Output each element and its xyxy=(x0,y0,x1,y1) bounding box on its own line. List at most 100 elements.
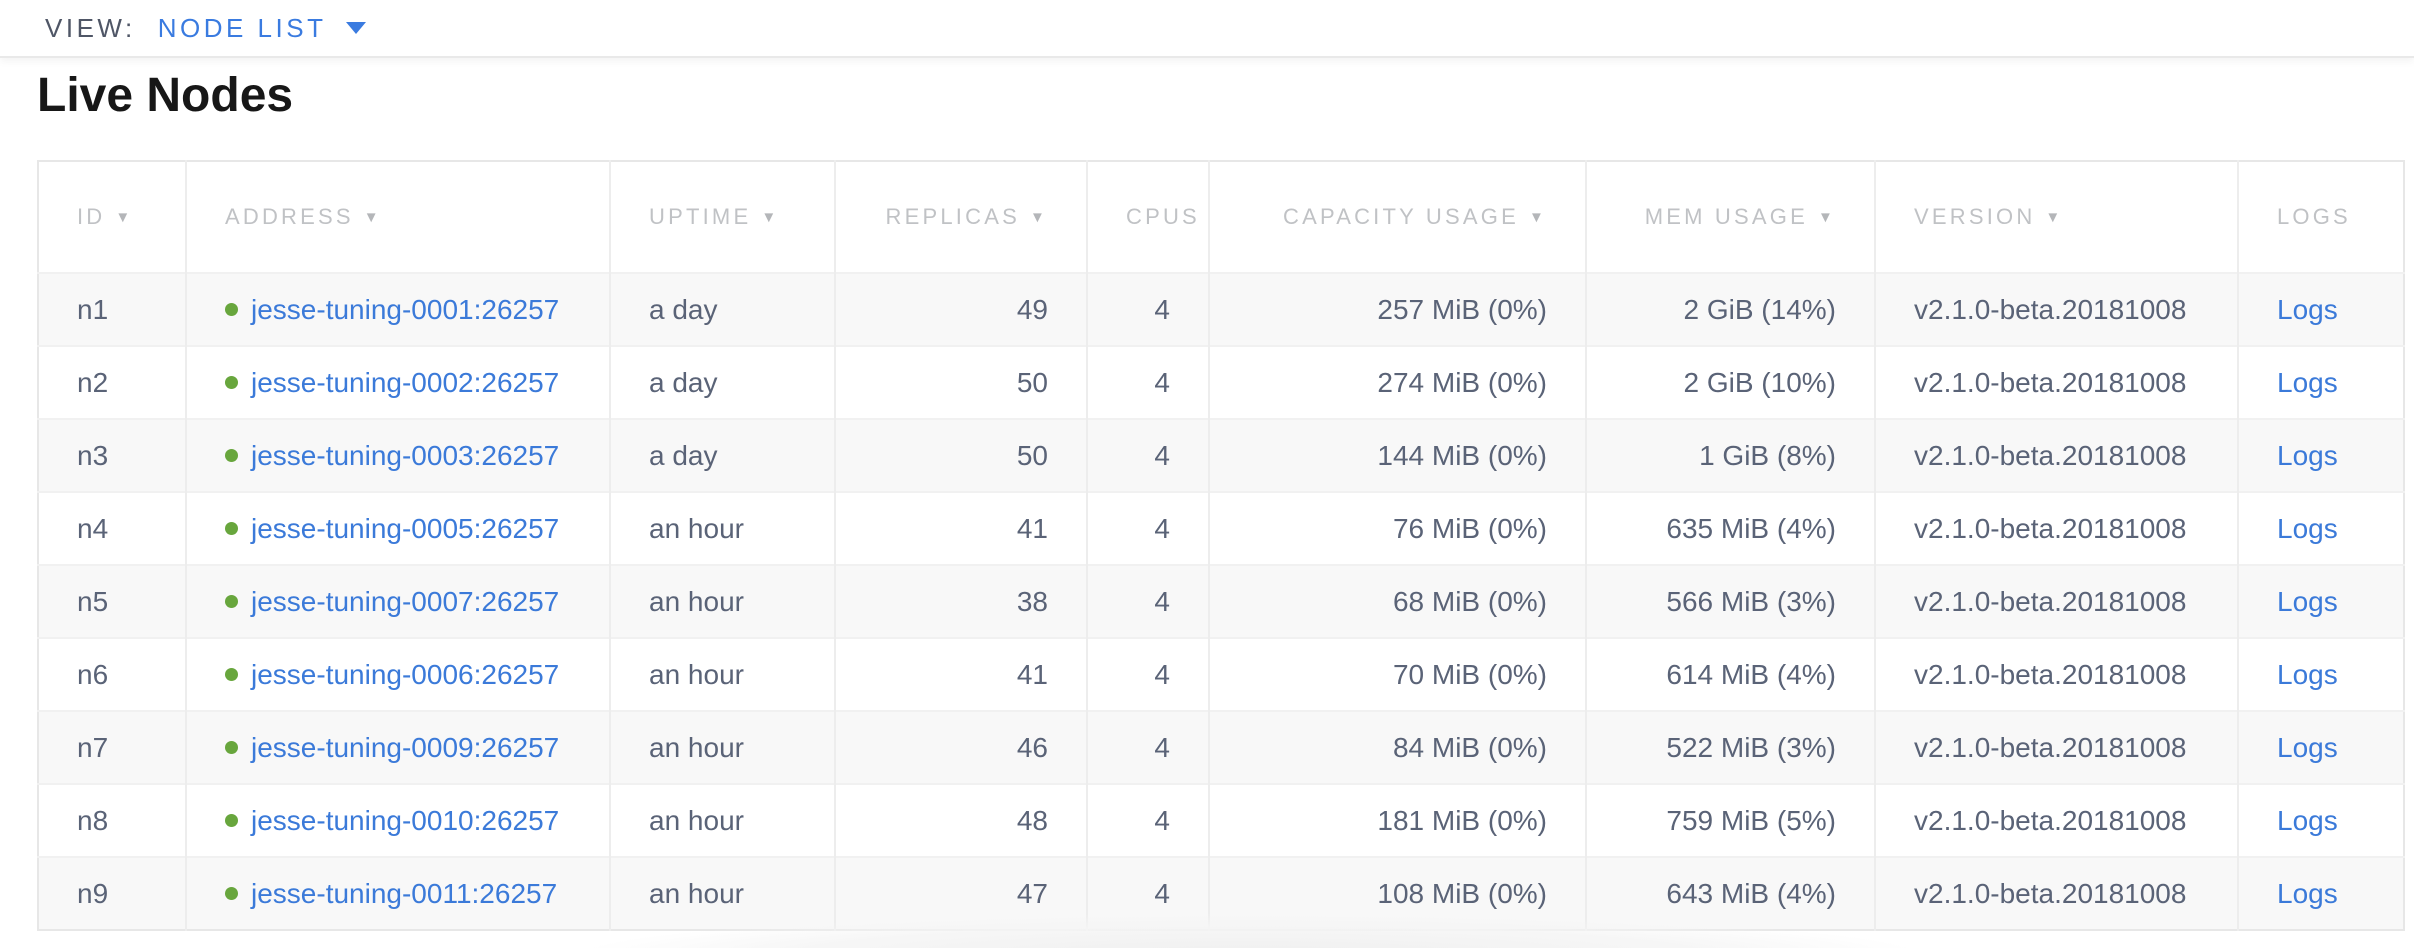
cell-uptime: an hour xyxy=(609,637,835,711)
page-title: Live Nodes xyxy=(37,69,294,122)
cell-replicas: 38 xyxy=(834,564,1087,638)
node-status-live-icon xyxy=(225,448,238,462)
sort-desc-icon: ▼ xyxy=(761,209,780,226)
cell-replicas: 47 xyxy=(834,856,1087,930)
column-header-replicas[interactable]: REPLICAS ▼ xyxy=(834,161,1087,273)
table-row-n2: n2 jesse-tuning-0002:26257 a day 50 4 274 MiB… xyxy=(38,345,2404,419)
node-logs-link[interactable]: Logs xyxy=(2277,804,2338,836)
cell-cpus: 4 xyxy=(1086,564,1209,638)
table-header: ID ▼ ADDRESS ▼ UPTIME ▼ REPLICAS ▼ CPUS CAPACITY … xyxy=(38,161,2404,273)
node-status-live-icon xyxy=(225,667,238,681)
column-label-replicas: REPLICAS xyxy=(885,204,1020,229)
node-logs-link[interactable]: Logs xyxy=(2277,585,2338,617)
column-header-uptime[interactable]: UPTIME ▼ xyxy=(609,161,835,273)
cell-logs: Logs xyxy=(2237,564,2404,638)
column-header-mem[interactable]: MEM USAGE ▼ xyxy=(1585,161,1875,273)
node-address-link[interactable]: jesse-tuning-0003:26257 xyxy=(251,439,560,471)
view-selector-value: NODE LIST xyxy=(157,12,327,43)
node-logs-link[interactable]: Logs xyxy=(2277,658,2338,690)
node-address-link[interactable]: jesse-tuning-0010:26257 xyxy=(251,804,560,836)
table-row-n7: n7 jesse-tuning-0009:26257 an hour 46 4 84 Mi… xyxy=(38,710,2404,784)
cell-address: jesse-tuning-0003:26257 xyxy=(185,418,610,492)
view-selector-dropdown[interactable]: NODE LIST xyxy=(158,13,367,44)
table-row-n9: n9 jesse-tuning-0011:26257 an hour 47 4 108 M… xyxy=(38,856,2404,930)
table-row-n5: n5 jesse-tuning-0007:26257 an hour 38 4 68 Mi… xyxy=(38,564,2404,638)
node-logs-link[interactable]: Logs xyxy=(2277,512,2338,544)
cell-capacity: 181 MiB (0%) xyxy=(1208,783,1586,857)
cell-cpus: 4 xyxy=(1086,710,1209,784)
cell-address: jesse-tuning-0005:26257 xyxy=(185,491,610,565)
node-address-link[interactable]: jesse-tuning-0006:26257 xyxy=(251,658,560,690)
column-label-id: ID xyxy=(77,204,106,229)
cell-version: v2.1.0-beta.20181008 xyxy=(1874,564,2238,638)
column-header-capacity[interactable]: CAPACITY USAGE ▼ xyxy=(1208,161,1586,273)
cell-address: jesse-tuning-0010:26257 xyxy=(185,783,610,857)
cell-id: n4 xyxy=(38,491,186,565)
cell-version: v2.1.0-beta.20181008 xyxy=(1874,637,2238,711)
cell-logs: Logs xyxy=(2237,710,2404,784)
cell-uptime: an hour xyxy=(609,491,835,565)
cell-replicas: 46 xyxy=(834,710,1087,784)
cell-id: n5 xyxy=(38,564,186,638)
cell-mem: 2 GiB (10%) xyxy=(1585,345,1875,419)
cell-capacity: 68 MiB (0%) xyxy=(1208,564,1586,638)
cell-id: n6 xyxy=(38,637,186,711)
cell-logs: Logs xyxy=(2237,491,2404,565)
cell-capacity: 144 MiB (0%) xyxy=(1208,418,1586,492)
cell-mem: 566 MiB (3%) xyxy=(1585,564,1875,638)
cell-uptime: an hour xyxy=(609,856,835,930)
cell-uptime: a day xyxy=(609,272,835,346)
node-logs-link[interactable]: Logs xyxy=(2277,877,2338,909)
column-header-logs: LOGS xyxy=(2237,161,2404,273)
node-status-live-icon xyxy=(225,375,238,389)
cell-capacity: 108 MiB (0%) xyxy=(1208,856,1586,930)
view-label: VIEW: xyxy=(45,12,136,43)
cell-id: n7 xyxy=(38,710,186,784)
cell-cpus: 4 xyxy=(1086,783,1209,857)
cell-version: v2.1.0-beta.20181008 xyxy=(1874,783,2238,857)
cell-mem: 635 MiB (4%) xyxy=(1585,491,1875,565)
cell-mem: 759 MiB (5%) xyxy=(1585,783,1875,857)
cell-version: v2.1.0-beta.20181008 xyxy=(1874,345,2238,419)
node-logs-link[interactable]: Logs xyxy=(2277,439,2338,471)
node-status-live-icon xyxy=(225,886,238,900)
node-address-link[interactable]: jesse-tuning-0007:26257 xyxy=(251,585,560,617)
cell-id: n9 xyxy=(38,856,186,930)
column-header-id[interactable]: ID ▼ xyxy=(38,161,186,273)
cell-capacity: 70 MiB (0%) xyxy=(1208,637,1586,711)
node-address-link[interactable]: jesse-tuning-0005:26257 xyxy=(251,512,560,544)
cell-replicas: 50 xyxy=(834,345,1087,419)
cell-version: v2.1.0-beta.20181008 xyxy=(1874,418,2238,492)
cell-uptime: an hour xyxy=(609,783,835,857)
node-address-link[interactable]: jesse-tuning-0001:26257 xyxy=(251,293,560,325)
cell-version: v2.1.0-beta.20181008 xyxy=(1874,272,2238,346)
cell-mem: 614 MiB (4%) xyxy=(1585,637,1875,711)
column-header-version[interactable]: VERSION ▼ xyxy=(1874,161,2238,273)
table-row-n8: n8 jesse-tuning-0010:26257 an hour 48 4 181 M… xyxy=(38,783,2404,857)
cell-address: jesse-tuning-0002:26257 xyxy=(185,345,610,419)
cell-mem: 522 MiB (3%) xyxy=(1585,710,1875,784)
column-header-address[interactable]: ADDRESS ▼ xyxy=(185,161,610,273)
sort-desc-icon: ▼ xyxy=(115,209,134,226)
node-address-link[interactable]: jesse-tuning-0011:26257 xyxy=(251,877,558,909)
cell-logs: Logs xyxy=(2237,856,2404,930)
column-label-version: VERSION xyxy=(1914,204,2036,229)
cell-uptime: an hour xyxy=(609,564,835,638)
live-nodes-table-wrap: ID ▼ ADDRESS ▼ UPTIME ▼ REPLICAS ▼ CPUS CAPACITY … xyxy=(37,160,2405,931)
cell-cpus: 4 xyxy=(1086,418,1209,492)
node-status-live-icon xyxy=(225,521,238,535)
cell-capacity: 274 MiB (0%) xyxy=(1208,345,1586,419)
node-logs-link[interactable]: Logs xyxy=(2277,293,2338,325)
node-address-link[interactable]: jesse-tuning-0002:26257 xyxy=(251,366,560,398)
node-logs-link[interactable]: Logs xyxy=(2277,731,2338,763)
node-status-live-icon xyxy=(225,302,238,316)
cell-address: jesse-tuning-0006:26257 xyxy=(185,637,610,711)
cell-capacity: 84 MiB (0%) xyxy=(1208,710,1586,784)
node-address-link[interactable]: jesse-tuning-0009:26257 xyxy=(251,731,560,763)
cell-cpus: 4 xyxy=(1086,637,1209,711)
cell-capacity: 76 MiB (0%) xyxy=(1208,491,1586,565)
table-row-n6: n6 jesse-tuning-0006:26257 an hour 41 4 70 Mi… xyxy=(38,637,2404,711)
column-label-logs: LOGS xyxy=(2277,204,2351,229)
cell-logs: Logs xyxy=(2237,272,2404,346)
node-logs-link[interactable]: Logs xyxy=(2277,366,2338,398)
